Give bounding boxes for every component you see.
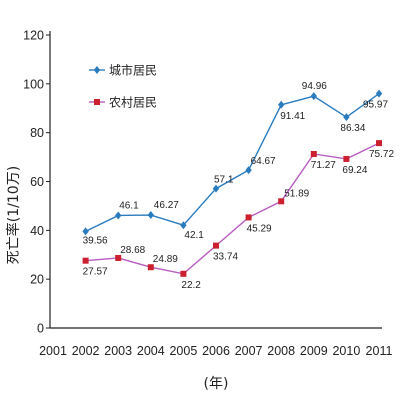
data-point-square — [147, 264, 154, 271]
y-tick-label: 40 — [30, 224, 44, 238]
y-tick-label: 0 — [37, 322, 44, 336]
x-tick-label: 2007 — [235, 344, 263, 358]
data-label: 95.97 — [363, 100, 388, 111]
data-point-square — [82, 257, 89, 264]
y-tick-label: 80 — [30, 126, 44, 140]
data-labels: 39.56 46.1 46.27 42.1 57.1 64.67 91.41 94.96 86.… — [83, 81, 395, 291]
data-label: 51.89 — [284, 188, 309, 199]
x-tick-label: 2001 — [39, 344, 67, 358]
data-point-square — [376, 140, 382, 147]
x-tick-label: 2011 — [366, 344, 393, 358]
data-label: 86.34 — [340, 123, 365, 134]
y-tick-label: 20 — [30, 273, 44, 287]
data-point-diamond — [180, 221, 187, 230]
data-label: 94.96 — [302, 81, 327, 92]
series-line-1 — [85, 93, 380, 233]
data-label: 91.41 — [280, 111, 305, 122]
legend-label: 城市居民 — [109, 63, 157, 78]
data-label: 57.1 — [214, 175, 234, 186]
legend-marker-diamond — [93, 66, 101, 74]
data-label: 27.57 — [83, 267, 108, 278]
data-point-diamond — [82, 227, 89, 236]
data-point-square — [245, 214, 252, 221]
series-line-2 — [85, 142, 380, 275]
data-label: 64.67 — [251, 156, 276, 167]
legend-label: 农村居民 — [109, 96, 157, 110]
data-label: 28.68 — [120, 245, 145, 256]
data-label: 42.1 — [184, 230, 204, 241]
data-label: 39.56 — [83, 235, 108, 246]
y-tick-label: 120 — [23, 29, 44, 43]
data-point-diamond — [147, 211, 154, 220]
x-tick-label: 2005 — [169, 344, 197, 358]
data-point-square — [310, 150, 317, 157]
x-tick-label: 2009 — [300, 344, 328, 358]
data-label: 71.27 — [311, 160, 336, 171]
data-label: 22.2 — [181, 280, 201, 291]
data-label: 69.24 — [342, 165, 367, 176]
y-tick-label: 100 — [23, 77, 44, 91]
data-label: 46.27 — [154, 200, 179, 211]
data-point-square — [278, 198, 285, 205]
data-point-diamond — [375, 89, 383, 98]
data-point-diamond — [310, 92, 317, 101]
data-point-diamond — [245, 166, 252, 175]
x-tick-label: 2010 — [332, 344, 360, 358]
data-point-square — [343, 155, 350, 162]
data-label: 46.1 — [119, 200, 139, 211]
x-tick-label: 2004 — [137, 344, 165, 358]
axes: 0 20 40 60 80 100 120 2001 2002 2003 2004 2005 2006 2… — [23, 29, 392, 359]
data-label: 75.72 — [369, 149, 394, 160]
data-label: 33.74 — [213, 252, 238, 263]
data-point-diamond — [115, 211, 122, 220]
data-point-diamond — [212, 184, 220, 193]
legend-marker-square — [94, 99, 100, 105]
x-tick-label: 2003 — [104, 344, 132, 358]
data-point-diamond — [343, 113, 350, 122]
data-point-square — [115, 254, 122, 261]
x-axis-label: (年) — [204, 376, 229, 392]
data-point-square — [213, 242, 219, 249]
data-label: 45.29 — [247, 223, 272, 234]
x-tick-label: 2002 — [72, 344, 100, 358]
x-tick-label: 2006 — [202, 344, 230, 358]
series-lines — [82, 89, 383, 277]
y-axis-label: 死亡率(1/10万) — [5, 166, 22, 264]
data-label: 24.89 — [153, 254, 178, 265]
data-point-square — [180, 270, 187, 277]
y-tick-label: 60 — [30, 175, 44, 189]
x-tick-label: 2008 — [267, 344, 295, 358]
data-point-diamond — [278, 100, 285, 109]
